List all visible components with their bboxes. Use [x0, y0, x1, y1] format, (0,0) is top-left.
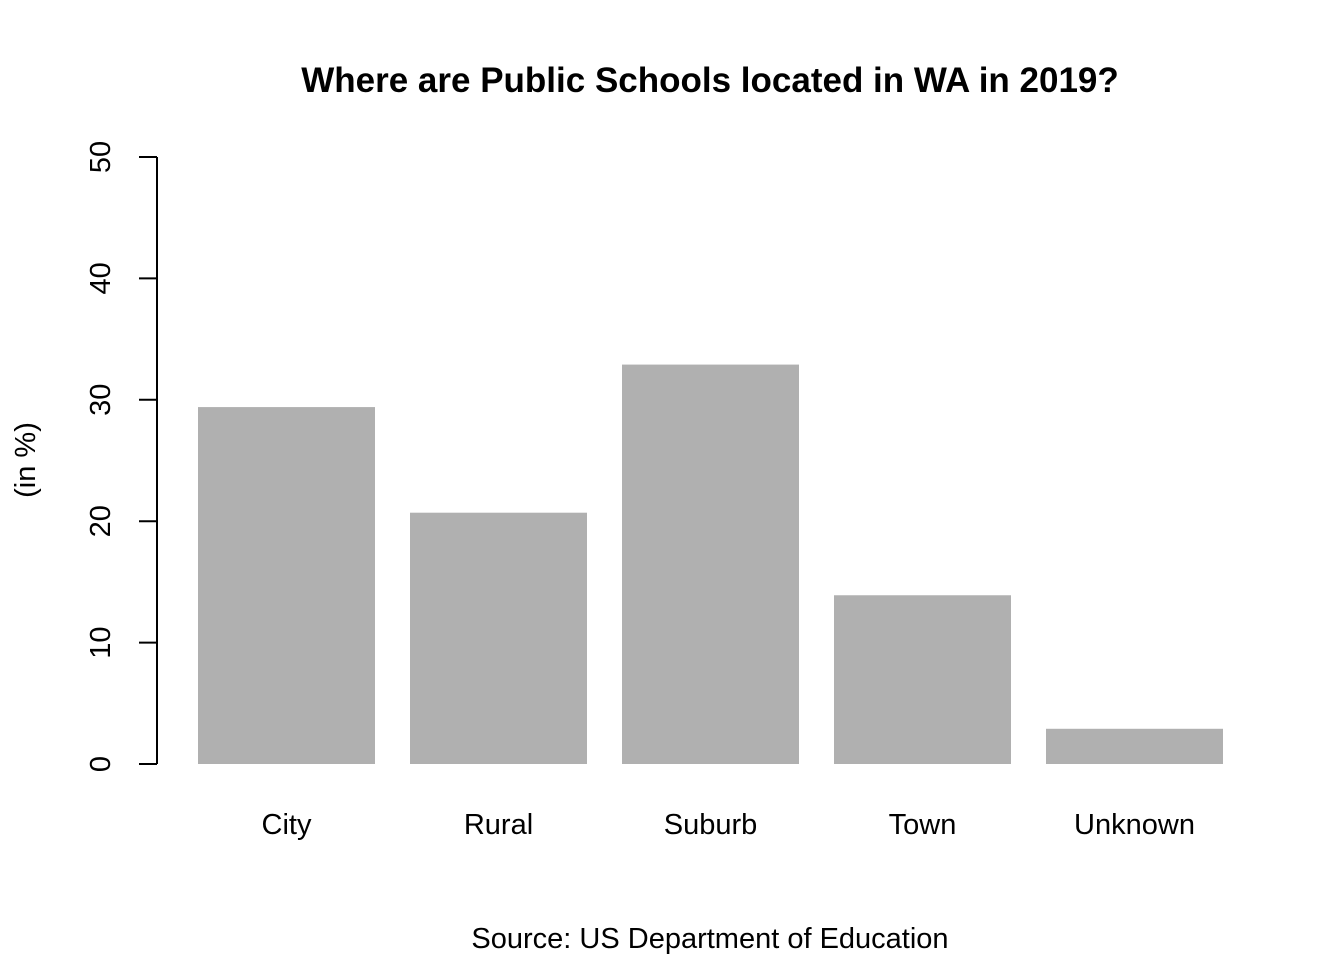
y-tick-label: 0 [85, 756, 117, 772]
bars-group [198, 364, 1223, 764]
bar-city [198, 407, 375, 764]
x-tick-label: Unknown [1074, 809, 1195, 841]
y-tick-label: 10 [85, 626, 117, 658]
y-axis-ticks: 0 10 20 30 40 50 [85, 141, 157, 772]
y-tick-label: 30 [85, 384, 117, 416]
y-tick-label: 20 [85, 505, 117, 537]
x-tick-label: Town [889, 809, 957, 841]
x-axis-labels: City Rural Suburb Town Unknown [262, 809, 1195, 841]
x-axis-title: Source: US Department of Education [471, 923, 948, 955]
x-tick-label: Suburb [664, 809, 758, 841]
x-tick-label: Rural [464, 809, 533, 841]
chart-title: Where are Public Schools located in WA i… [301, 61, 1119, 100]
bar-rural [410, 512, 587, 764]
y-tick-label: 50 [85, 141, 117, 173]
x-tick-label: City [262, 809, 312, 841]
y-axis-title: (in %) [10, 422, 42, 498]
y-tick-label: 40 [85, 262, 117, 294]
bar-unknown [1046, 728, 1223, 764]
bar-town [834, 595, 1011, 764]
bar-suburb [622, 364, 799, 764]
